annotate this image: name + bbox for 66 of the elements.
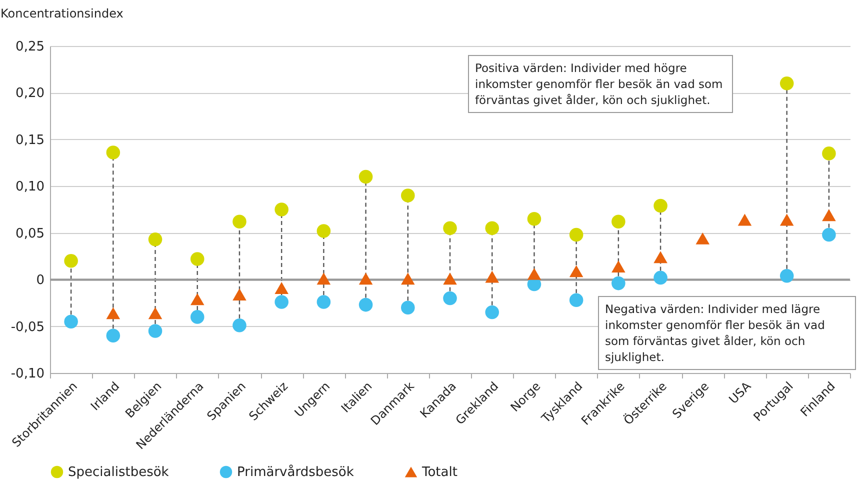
point (316, 224, 331, 238)
point (148, 307, 162, 320)
point (64, 254, 78, 268)
y-tick-label: 0,15 (16, 132, 44, 148)
point (485, 305, 499, 320)
point (316, 295, 331, 309)
y-tick-label: 0,05 (16, 226, 44, 242)
point (822, 228, 836, 242)
point (527, 268, 542, 280)
point (190, 310, 204, 324)
point (780, 76, 794, 90)
point (190, 293, 204, 306)
legend-label: Totalt (421, 465, 458, 480)
y-tick-label: 0,20 (16, 86, 44, 102)
point (443, 272, 457, 285)
point (612, 214, 626, 229)
point (443, 221, 457, 236)
point (654, 198, 668, 213)
point (358, 272, 373, 285)
point (612, 260, 626, 272)
legend-label: Primärvårdsbesök (237, 464, 354, 480)
point (696, 232, 710, 244)
point (106, 307, 120, 320)
y-axis-title: Koncentrationsindex (0, 6, 124, 20)
point (64, 314, 78, 328)
point (358, 298, 373, 312)
point (106, 328, 120, 343)
point (274, 202, 288, 216)
point (190, 252, 204, 266)
point (443, 291, 457, 306)
y-tick-label: 0 (36, 273, 44, 288)
point (780, 214, 794, 226)
point (274, 295, 288, 309)
point (822, 209, 836, 222)
point (738, 214, 752, 226)
legend-label: Specialistbesök (68, 465, 170, 480)
point (527, 212, 542, 226)
point (569, 228, 584, 242)
y-tick-label: -0,10 (10, 366, 44, 382)
point (822, 146, 836, 160)
point (401, 188, 415, 202)
point (106, 146, 120, 160)
point (358, 170, 373, 184)
point (274, 282, 288, 294)
note-box: Negativa värden: Individer med lägre inkomster genomför fler besök än vad som förväntas givet ålder, kön och sjuklighet. (598, 296, 856, 370)
note-box: Positiva värden: Individer med högre inkomster genomför fler besök än vad som förväntas givet ålder, kön och sjuklighet. (468, 55, 733, 113)
point (485, 270, 499, 283)
y-tick-label: 0,25 (16, 40, 44, 54)
point (148, 324, 162, 338)
x-tick-label: USA (726, 378, 754, 407)
point (148, 232, 162, 246)
point (232, 318, 246, 332)
y-tick-label: 0,10 (16, 180, 44, 195)
point (569, 293, 584, 308)
point (316, 272, 331, 285)
point (232, 214, 246, 229)
point (654, 251, 668, 264)
point (780, 268, 794, 283)
point (569, 265, 584, 278)
point (401, 272, 415, 285)
point (612, 276, 626, 290)
y-tick-label: -0,05 (10, 320, 44, 335)
point (485, 221, 499, 236)
point (232, 288, 246, 300)
point (401, 300, 415, 314)
point (654, 270, 668, 285)
